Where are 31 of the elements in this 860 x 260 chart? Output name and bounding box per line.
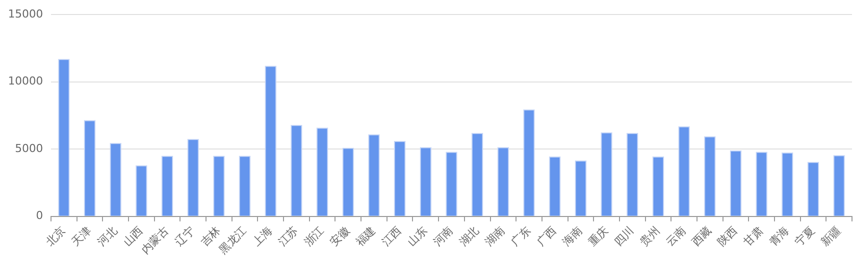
- x-tick-label: 重庆: [586, 224, 611, 249]
- x-tick-label: 甘肃: [740, 224, 766, 249]
- y-tick-label: 10000: [8, 74, 43, 88]
- x-tick-label: 海南: [560, 224, 585, 249]
- x-tick-label: 江西: [379, 224, 404, 249]
- x-tick-label: 湖北: [456, 224, 482, 249]
- x-tick-label: 上海: [250, 224, 275, 249]
- x-tick-label: 西藏: [689, 224, 714, 249]
- x-tick-label: 新疆: [818, 224, 844, 249]
- x-tick-label: 浙江: [302, 224, 326, 249]
- x-tick-label: 福建: [353, 224, 378, 249]
- x-tick-label: 陕西: [715, 224, 740, 249]
- x-tick-label: 云南: [663, 224, 688, 249]
- x-tick-label: 山东: [405, 224, 430, 249]
- x-tick-label: 贵州: [638, 224, 662, 249]
- x-tick-label: 青海: [766, 224, 792, 249]
- x-tick-label: 河北: [94, 224, 120, 249]
- x-tick-label: 宁夏: [792, 224, 818, 249]
- y-tick-label: 0: [36, 209, 43, 222]
- x-tick-label: 河南: [430, 224, 456, 249]
- x-tick-label: 广东: [508, 224, 534, 249]
- x-tick-label: 江苏: [276, 224, 301, 249]
- x-tick-label: 四川: [612, 224, 637, 249]
- x-tick-label: 辽宁: [172, 224, 198, 249]
- x-tick-label: 湖南: [482, 224, 508, 249]
- x-tick-label: 北京: [43, 224, 68, 249]
- x-tick-label: 广西: [534, 224, 559, 249]
- y-tick-label: 15000: [8, 7, 43, 20]
- x-tick-label: 天津: [69, 224, 94, 249]
- x-tick-label: 安徽: [328, 224, 352, 249]
- y-tick-label: 5000: [14, 142, 43, 155]
